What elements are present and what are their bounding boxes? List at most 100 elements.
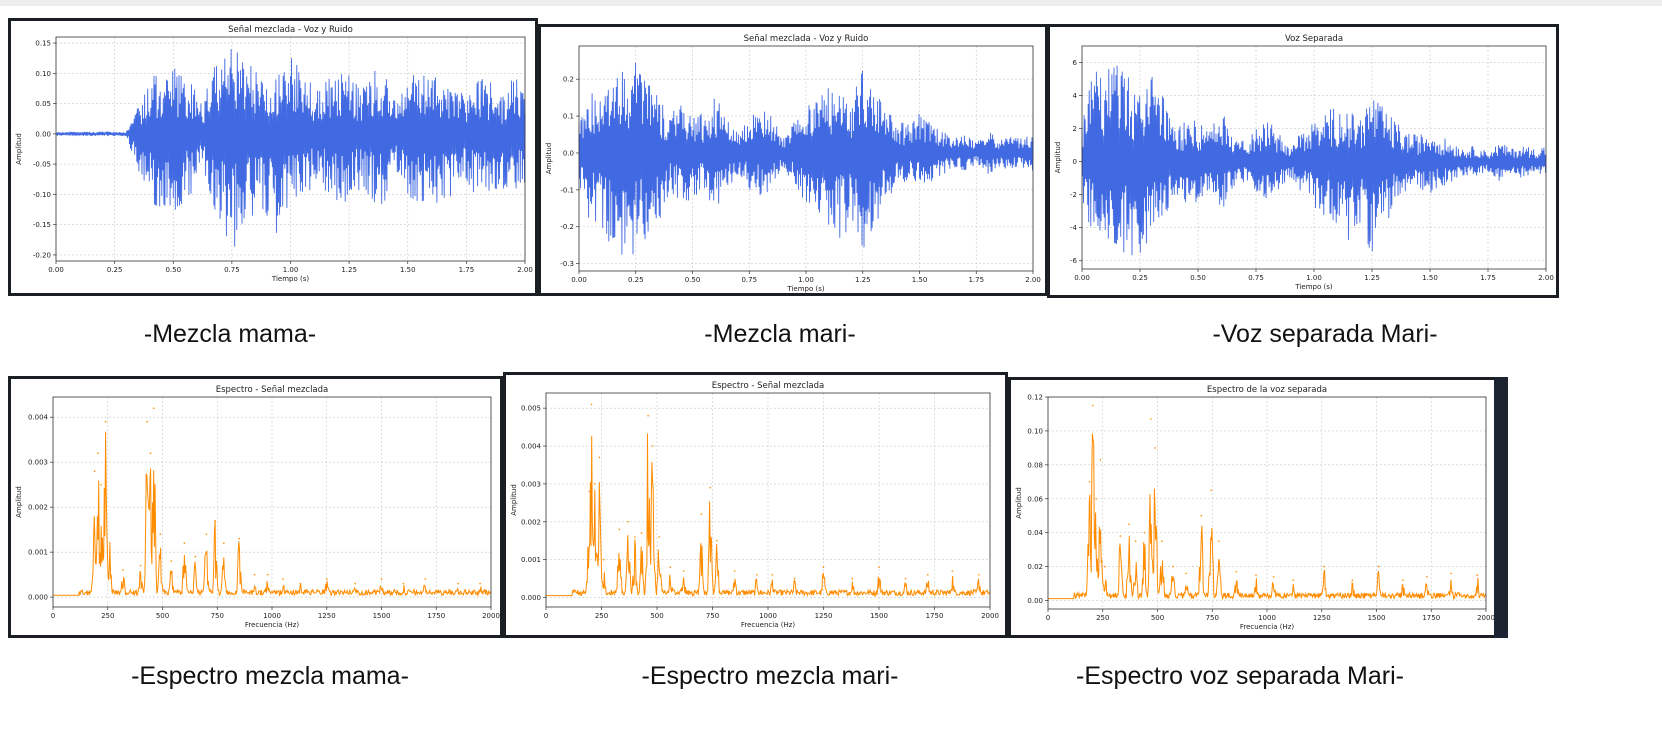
x-tick-label: 1000 xyxy=(1258,614,1276,622)
spectrum-peak-point xyxy=(109,542,111,544)
x-tick-label: 1000 xyxy=(263,612,281,620)
spectrum-peak-point xyxy=(149,452,152,454)
x-tick-label: 1.75 xyxy=(459,266,475,274)
y-tick-label: 0 xyxy=(1073,158,1077,166)
spectrum-peak-point xyxy=(1450,572,1452,575)
spectrum-peak-point xyxy=(1351,579,1354,581)
axes-frame xyxy=(545,392,991,608)
chart-panel-wave-sep: Voz Separada 0.00 0.25 0.50 0.75 1.00 1.25 1.50… xyxy=(1047,24,1559,298)
x-tick-label: 0.00 xyxy=(48,266,64,274)
x-tick-label: 0.00 xyxy=(1074,274,1090,282)
x-tick-label: 2000 xyxy=(981,612,999,620)
x-tick-label: 1250 xyxy=(318,612,336,620)
spectrum-peak-point xyxy=(588,490,591,493)
spectrum-peak-point xyxy=(1377,565,1380,568)
x-tick-label: 0.50 xyxy=(165,266,181,274)
spectrum-peak-point xyxy=(594,483,596,485)
x-tick-label: 1500 xyxy=(1368,614,1386,622)
spectrum-peak-point xyxy=(756,574,758,576)
y-tick-label: 2 xyxy=(1073,125,1077,133)
spectrum-peak-point xyxy=(927,574,929,576)
x-tick-label: 750 xyxy=(706,612,719,620)
y-axis-label: Amplitud xyxy=(545,143,553,175)
x-tick-label: 1750 xyxy=(926,612,944,620)
y-tick-label: 0.12 xyxy=(1027,394,1043,402)
x-tick-label: 0.75 xyxy=(1248,274,1264,282)
spectrum-peak-point xyxy=(266,573,269,576)
x-tick-label: 1.00 xyxy=(283,266,299,274)
x-tick-label: 2000 xyxy=(1477,614,1495,622)
spectrum-peak-point xyxy=(1210,489,1212,492)
x-tick-label: 1250 xyxy=(1313,614,1331,622)
x-tick-label: 1.75 xyxy=(968,276,984,284)
spectrum-peak-point xyxy=(1200,514,1203,517)
spectrum-peak-point xyxy=(194,555,197,558)
y-axis-label: Amplitud xyxy=(1054,142,1062,174)
x-tick-label: 2000 xyxy=(482,612,500,620)
chart-title: Espectro - Señal mezclada xyxy=(712,381,825,391)
spectrum-peak-point xyxy=(669,566,672,568)
chart-panel-spec-mama: Espectro - Señal mezclada 0 250 500 750 1000 1… xyxy=(8,376,503,638)
x-tick-label: 750 xyxy=(211,612,224,620)
y-tick-label: 0.06 xyxy=(1027,495,1043,503)
y-tick-label: 0.02 xyxy=(1027,563,1043,571)
spectrum-peak-point xyxy=(97,452,99,454)
spectrum-series xyxy=(1048,433,1487,601)
x-tick-label: 2.00 xyxy=(517,266,533,274)
spectrum-peak-point xyxy=(1218,540,1220,542)
spectrum-peak-point xyxy=(1235,570,1238,573)
spectrum-peak-point xyxy=(709,486,712,489)
spectrum-peak-point xyxy=(1272,576,1275,578)
y-tick-label: 0.002 xyxy=(521,518,541,526)
spectrum-peak-point xyxy=(457,582,460,585)
axes-frame xyxy=(52,396,492,608)
spectrum-peak-point xyxy=(598,456,601,459)
spectrum-peak-point xyxy=(479,582,481,585)
x-tick-label: 0.25 xyxy=(107,266,123,274)
chart-title: Señal mezclada - Voz y Ruido xyxy=(228,25,353,35)
x-tick-label: 1.00 xyxy=(1306,274,1322,282)
chart-wave-mari: Señal mezclada - Voz y Ruido 0.00 0.25 0.50… xyxy=(545,34,1041,293)
spectrum-peak-point xyxy=(1119,535,1122,537)
chart-title: Señal mezclada - Voz y Ruido xyxy=(744,34,869,44)
spectrum-peak-point xyxy=(122,569,124,571)
x-tick-label: 1.25 xyxy=(1364,274,1380,282)
spectrum-series xyxy=(546,433,991,598)
x-axis-label: Frecuencia (Hz) xyxy=(741,621,796,629)
spectrum-peak-point xyxy=(253,573,256,576)
y-axis-label: Amplitud xyxy=(15,133,23,165)
y-tick-label: 0.005 xyxy=(521,405,541,413)
spectrum-peak-point xyxy=(183,542,186,544)
x-tick-label: 0.50 xyxy=(685,276,701,284)
axes-frame xyxy=(1047,396,1487,610)
chart-wave-sep: Voz Separada 0.00 0.25 0.50 0.75 1.00 1.25 1.50… xyxy=(1054,34,1554,291)
spectrum-peak-point xyxy=(1161,540,1163,542)
chart-title: Voz Separada xyxy=(1285,34,1343,44)
spectrum-peak-point xyxy=(104,420,107,423)
spectrum-peak-point xyxy=(214,519,216,522)
spectrum-peak-point xyxy=(1134,540,1137,542)
y-tick-label: -0.15 xyxy=(33,221,51,229)
x-tick-label: 1.75 xyxy=(1480,274,1496,282)
spectrum-peak-point xyxy=(651,445,654,447)
spectrum-peak-point xyxy=(978,574,980,576)
y-tick-label: 0.003 xyxy=(28,459,48,467)
x-tick-label: 500 xyxy=(156,612,169,620)
spectrum-peak-point xyxy=(1128,523,1130,525)
y-tick-label: -0.10 xyxy=(33,191,51,199)
spectrum-peak-point xyxy=(716,539,718,542)
x-tick-label: 500 xyxy=(650,612,663,620)
spectrum-peak-point xyxy=(152,407,155,409)
spectrum-peak-point xyxy=(1292,579,1295,581)
y-tick-label: -0.2 xyxy=(560,223,574,231)
x-tick-label: 500 xyxy=(1151,614,1164,622)
y-tick-label: 0.04 xyxy=(1027,529,1043,537)
spectrum-peak-point xyxy=(238,537,240,540)
y-tick-label: -6 xyxy=(1070,257,1078,265)
spectrum-peak-point xyxy=(1088,481,1091,483)
y-tick-label: 4 xyxy=(1073,92,1078,100)
y-tick-label: 0.10 xyxy=(35,70,51,78)
spectrum-peak-point xyxy=(700,513,703,515)
spectrum-peak-point xyxy=(682,570,685,572)
spectrum-peak-point xyxy=(602,558,605,561)
